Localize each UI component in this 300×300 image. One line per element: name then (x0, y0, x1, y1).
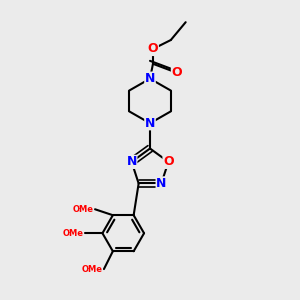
Text: O: O (148, 42, 158, 56)
Text: N: N (145, 117, 155, 130)
Text: N: N (156, 177, 167, 190)
Text: O: O (171, 66, 182, 79)
Text: OMe: OMe (82, 265, 103, 274)
Text: N: N (126, 155, 137, 168)
Text: N: N (145, 72, 155, 85)
Text: OMe: OMe (73, 205, 94, 214)
Text: OMe: OMe (62, 229, 83, 238)
Text: O: O (163, 155, 174, 168)
